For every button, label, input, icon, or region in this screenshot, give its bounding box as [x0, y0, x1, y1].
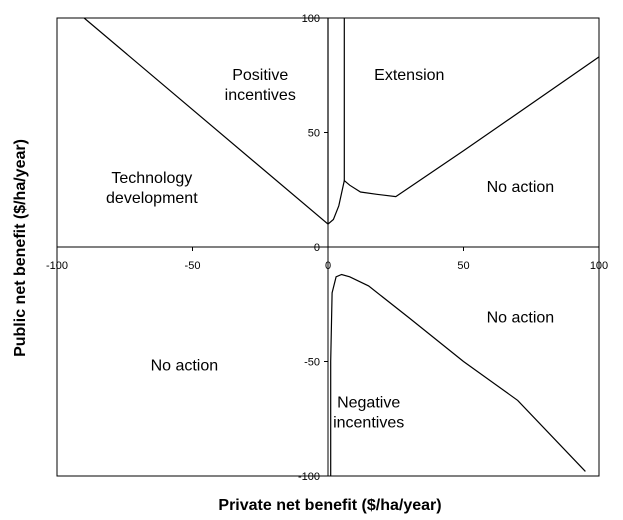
y-axis-title: Public net benefit ($/ha/year) — [12, 139, 29, 357]
y-tick-label: 0 — [314, 242, 320, 254]
region-label: No action — [487, 310, 555, 327]
tick-labels: -100 -50 0 50 100 100 50 0 -50 -100 — [46, 13, 608, 483]
region-label: Technology development — [106, 170, 198, 207]
y-tick-label: -100 — [298, 471, 320, 483]
region-label: Positive incentives — [225, 67, 296, 104]
region-label: Negative incentives — [333, 394, 404, 431]
boundary-curve-1 — [83, 17, 600, 225]
x-tick-label: -50 — [185, 260, 201, 272]
y-tick-label: 100 — [302, 13, 320, 25]
curves — [83, 17, 600, 476]
region-label: No action — [151, 358, 219, 375]
x-tick-label: 0 — [325, 260, 331, 272]
x-axis-title: Private net benefit ($/ha/year) — [218, 497, 441, 514]
boundary-curve-4 — [330, 273, 586, 476]
x-tick-label: 100 — [590, 260, 608, 272]
x-tick-label: -100 — [46, 260, 68, 272]
region-label: Extension — [374, 67, 444, 84]
y-tick-label: -50 — [304, 357, 320, 369]
region-labels: Positive incentives Extension Technology dev… — [106, 67, 554, 431]
region-label: No action — [487, 179, 555, 196]
y-tick-label: 50 — [308, 128, 320, 140]
x-tick-label: 50 — [457, 260, 469, 272]
